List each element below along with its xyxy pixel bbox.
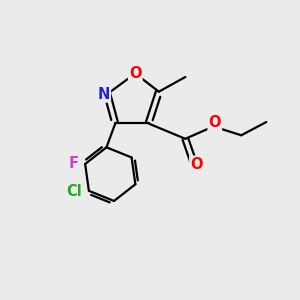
Text: N: N [98, 87, 110, 102]
Text: F: F [69, 156, 79, 171]
Text: Cl: Cl [66, 184, 82, 199]
Text: O: O [208, 116, 221, 130]
Text: O: O [190, 157, 203, 172]
Text: O: O [129, 66, 142, 81]
